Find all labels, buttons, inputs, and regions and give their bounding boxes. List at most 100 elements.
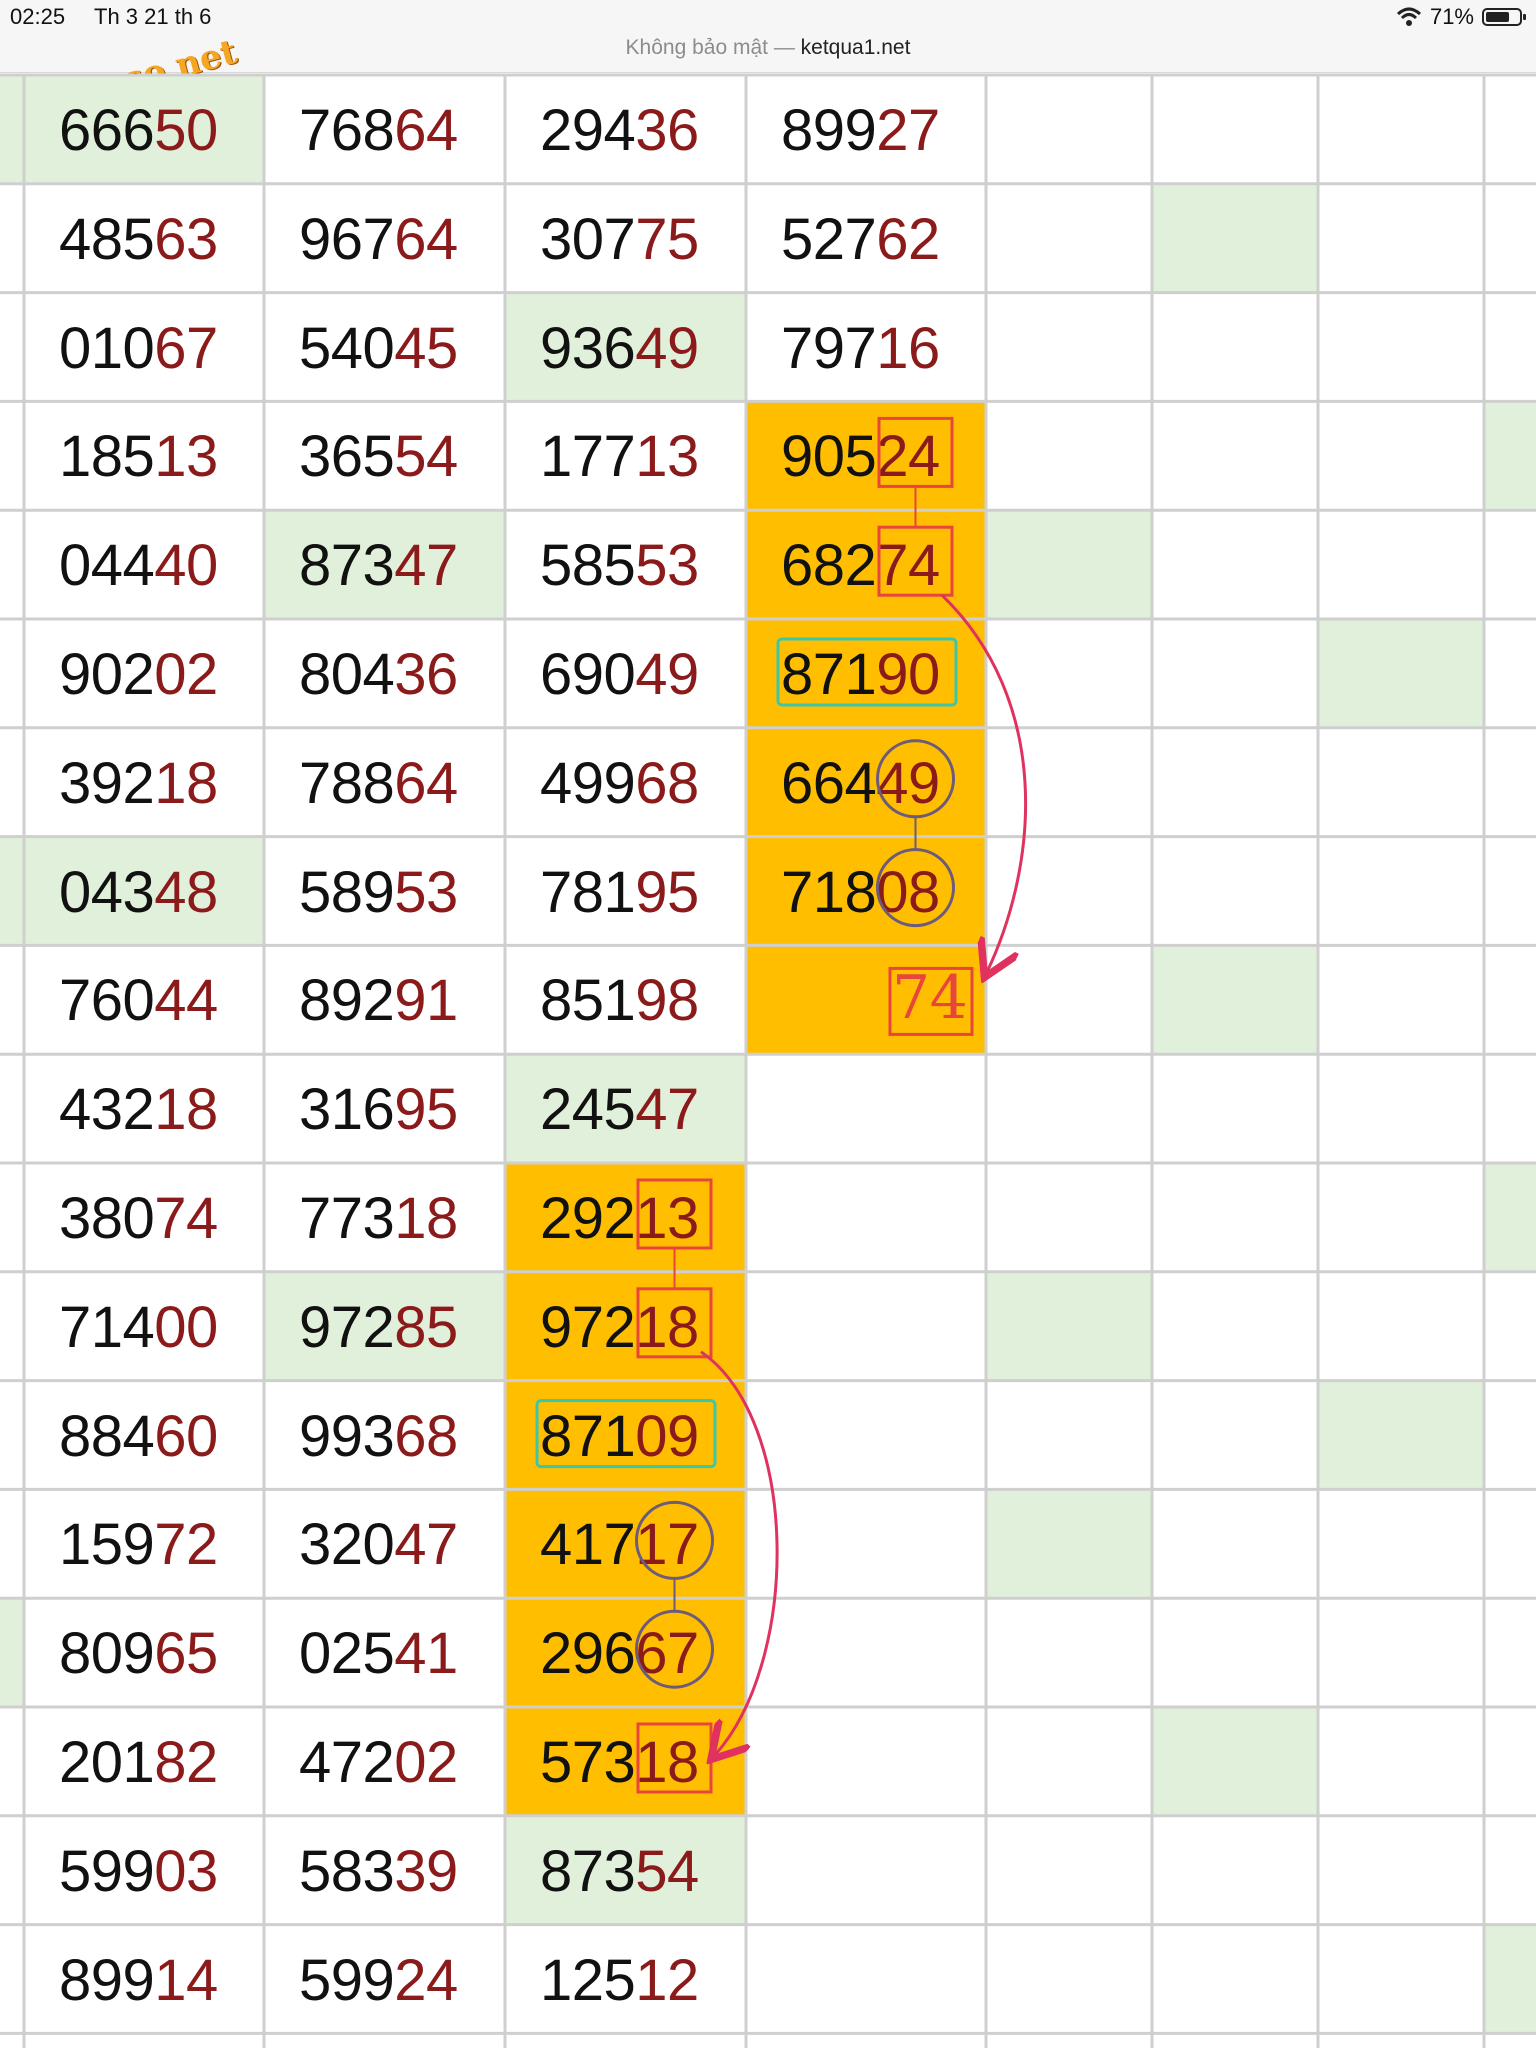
number-tail: 02 <box>394 1730 458 1795</box>
number-tail: 13 <box>635 424 699 490</box>
number-head: 125 <box>540 1947 636 2013</box>
number-tail: 65 <box>154 1621 218 1687</box>
result-number: 47202 <box>299 1734 458 1792</box>
result-number: 32047 <box>299 1516 458 1574</box>
number-tail: 85 <box>394 1294 458 1360</box>
number-head: 967 <box>299 206 395 272</box>
number-head: 873 <box>299 533 395 599</box>
number-head: 972 <box>299 1294 395 1360</box>
result-number: 89914 <box>59 1951 218 2010</box>
number-tail: 95 <box>635 859 699 925</box>
number-tail: 36 <box>394 642 458 707</box>
number-head: 768 <box>299 98 395 163</box>
result-number: 96764 <box>299 210 458 269</box>
number-tail: 45 <box>394 315 458 381</box>
highlight-cell <box>1318 619 1484 728</box>
number-tail: 36 <box>635 98 699 163</box>
number-head: 851 <box>540 968 636 1034</box>
status-bar: 02:25 Th 3 21 th 6 71% Không bảo mật — k… <box>0 0 1536 73</box>
result-number: 66650 <box>59 102 218 160</box>
result-number: 39218 <box>59 754 218 813</box>
highlight-cell <box>24 836 264 946</box>
number-head: 682 <box>781 533 877 599</box>
number-tail: 72 <box>154 1512 218 1578</box>
result-number: 36554 <box>299 428 458 486</box>
number-head: 177 <box>540 424 636 490</box>
number-head: 718 <box>781 859 877 925</box>
number-tail: 82 <box>154 1730 218 1795</box>
battery-fill <box>1486 12 1509 22</box>
number-head: 294 <box>540 98 636 163</box>
result-number: 12512 <box>540 1951 699 2010</box>
number-tail: 75 <box>635 206 699 272</box>
number-tail: 18 <box>635 1730 699 1795</box>
highlight-cell <box>505 292 746 402</box>
number-head: 010 <box>59 315 155 381</box>
result-number: 87109 <box>540 1407 699 1466</box>
result-number: 59903 <box>59 1842 218 1901</box>
result-number: 48563 <box>59 210 218 269</box>
highlight-cell <box>1484 1163 1536 1272</box>
result-number: 29436 <box>540 102 699 160</box>
result-number: 77318 <box>299 1190 458 1248</box>
wifi-icon <box>1396 7 1421 26</box>
result-number: 58339 <box>299 1842 458 1901</box>
number-tail: 13 <box>635 1186 699 1251</box>
result-number: 52762 <box>781 210 940 269</box>
number-head: 884 <box>59 1403 155 1469</box>
number-tail: 18 <box>154 1077 218 1143</box>
number-tail: 68 <box>635 750 699 816</box>
number-head: 025 <box>299 1621 395 1687</box>
number-head: 380 <box>59 1186 155 1251</box>
result-number: 66449 <box>781 754 940 813</box>
number-tail: 39 <box>394 1838 458 1904</box>
number-tail: 64 <box>394 206 458 272</box>
number-tail: 67 <box>635 1621 699 1687</box>
number-tail: 14 <box>154 1947 218 2013</box>
number-tail: 18 <box>154 750 218 816</box>
result-number: 41717 <box>540 1516 699 1574</box>
highlight-cell <box>1484 401 1536 511</box>
number-head: 902 <box>59 642 155 707</box>
result-number: 57318 <box>540 1734 699 1792</box>
number-head: 773 <box>299 1186 395 1251</box>
number-tail: 54 <box>394 424 458 490</box>
result-number: 89927 <box>781 102 940 160</box>
number-head: 788 <box>299 750 395 816</box>
number-tail: 48 <box>154 859 218 925</box>
result-number: 85198 <box>540 972 699 1030</box>
number-tail: 68 <box>394 1403 458 1469</box>
result-number: 31695 <box>299 1081 458 1139</box>
number-head: 781 <box>540 859 636 925</box>
highlight-cell <box>1318 1380 1484 1490</box>
address-bar[interactable]: Không bảo mật — ketqua1.net <box>0 36 1536 60</box>
number-tail: 98 <box>635 968 699 1034</box>
number-tail: 16 <box>876 315 940 381</box>
number-tail: 54 <box>635 1838 699 1904</box>
number-tail: 40 <box>154 533 218 599</box>
number-tail: 67 <box>154 315 218 381</box>
number-head: 899 <box>59 1947 155 2013</box>
result-number: 69049 <box>540 646 699 704</box>
number-head: 527 <box>781 206 877 272</box>
number-tail: 00 <box>154 1294 218 1360</box>
result-number: 99368 <box>299 1407 458 1466</box>
highlight-cell <box>1484 1924 1536 2034</box>
number-head: 540 <box>299 315 395 381</box>
number-head: 472 <box>299 1730 395 1795</box>
result-number: 90202 <box>59 646 218 704</box>
status-time: 02:25 <box>10 4 66 29</box>
number-head: 871 <box>781 642 877 707</box>
result-number: 87347 <box>299 537 458 595</box>
number-head: 993 <box>299 1403 395 1469</box>
result-number: 76864 <box>299 102 458 160</box>
number-tail: 53 <box>394 859 458 925</box>
result-number: 01067 <box>59 319 218 378</box>
result-number: 93649 <box>540 319 699 378</box>
result-number: 68274 <box>781 537 940 595</box>
number-tail: 60 <box>154 1403 218 1469</box>
result-number: 24547 <box>540 1081 699 1139</box>
number-head: 664 <box>781 750 877 816</box>
number-head: 666 <box>59 98 155 163</box>
